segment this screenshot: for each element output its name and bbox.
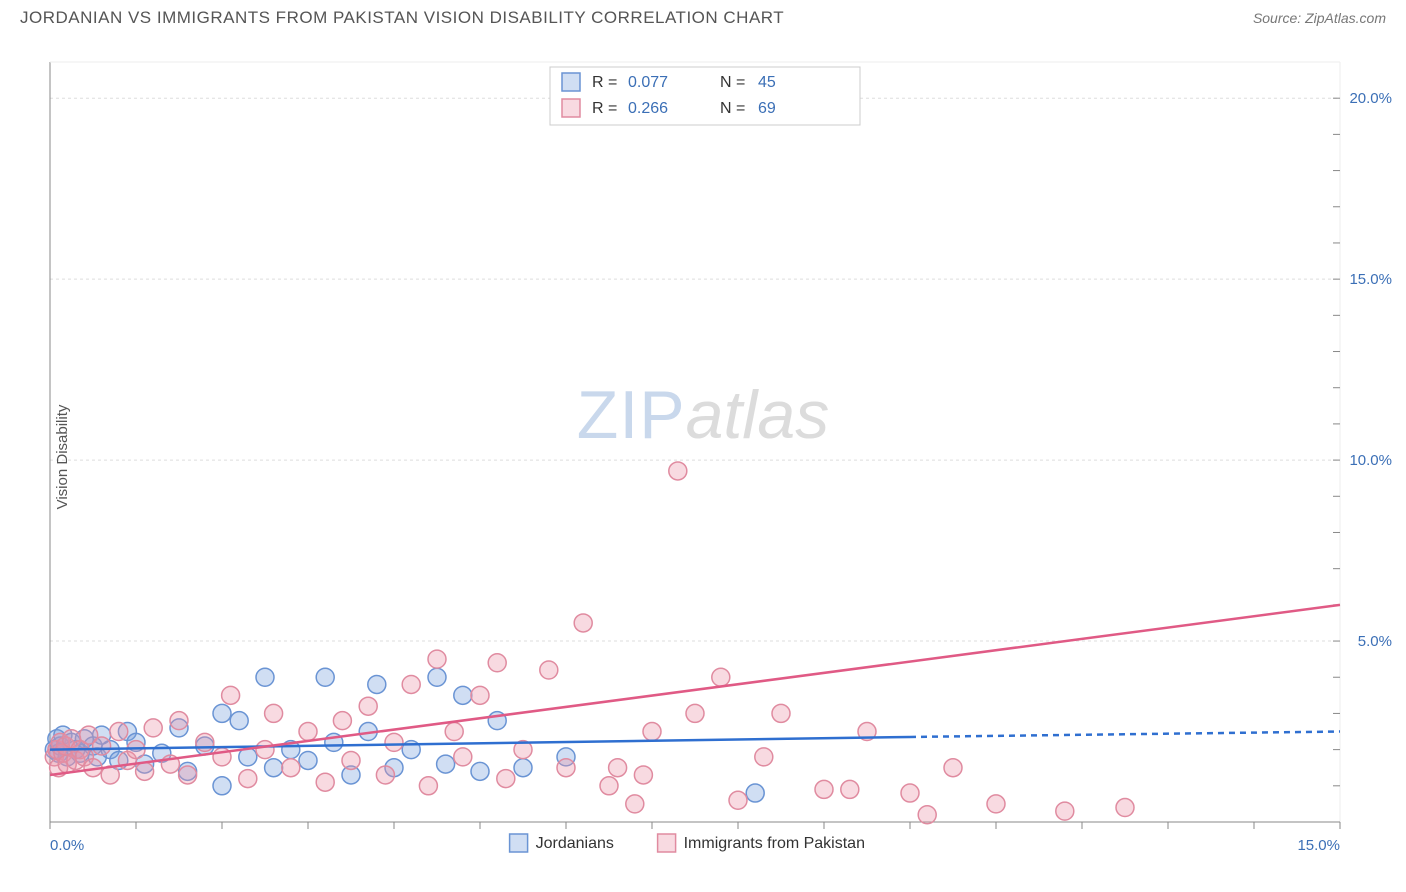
data-point: [299, 751, 317, 769]
data-point: [265, 704, 283, 722]
y-tick-label: 20.0%: [1349, 90, 1392, 107]
data-point: [514, 759, 532, 777]
data-point: [230, 712, 248, 730]
data-point: [1056, 802, 1074, 820]
data-point: [402, 675, 420, 693]
data-point: [471, 762, 489, 780]
data-point: [600, 777, 618, 795]
data-point: [239, 770, 257, 788]
x-tick-label: 15.0%: [1297, 837, 1340, 854]
data-point: [643, 723, 661, 741]
data-point: [626, 795, 644, 813]
data-point: [256, 741, 274, 759]
data-point: [557, 759, 575, 777]
data-point: [170, 712, 188, 730]
legend-label: Jordanians: [536, 835, 614, 852]
data-point: [445, 723, 463, 741]
data-point: [265, 759, 283, 777]
legend-label: Immigrants from Pakistan: [684, 835, 865, 852]
data-point: [368, 675, 386, 693]
data-point: [385, 733, 403, 751]
stats-n-value: 69: [758, 100, 776, 117]
data-point: [93, 737, 111, 755]
data-point: [772, 704, 790, 722]
data-point: [179, 766, 197, 784]
data-point: [634, 766, 652, 784]
title-bar: JORDANIAN VS IMMIGRANTS FROM PAKISTAN VI…: [0, 0, 1406, 32]
data-point: [110, 723, 128, 741]
data-point: [901, 784, 919, 802]
legend: Jordanians Immigrants from Pakistan: [510, 834, 865, 852]
data-point: [282, 759, 300, 777]
data-point: [213, 704, 231, 722]
data-point: [815, 780, 833, 798]
data-point: [437, 755, 455, 773]
data-point: [918, 806, 936, 824]
stats-r-label: R =: [592, 74, 617, 91]
data-point: [497, 770, 515, 788]
data-point: [316, 773, 334, 791]
data-point: [755, 748, 773, 766]
trend-line-dashed: [910, 732, 1340, 737]
data-point: [299, 723, 317, 741]
data-point: [213, 777, 231, 795]
data-point: [987, 795, 1005, 813]
data-point: [454, 686, 472, 704]
stats-n-label: N =: [720, 74, 745, 91]
data-point: [342, 751, 360, 769]
data-point: [729, 791, 747, 809]
data-point: [609, 759, 627, 777]
trend-line: [50, 737, 910, 750]
data-point: [712, 668, 730, 686]
data-point: [488, 654, 506, 672]
scatter-chart: 0.0% 15.0% 5.0% 10.0% 15.0% 20.0% R = 0.077 N = 4…: [0, 32, 1406, 882]
data-point: [333, 712, 351, 730]
data-point: [841, 780, 859, 798]
stats-r-label: R =: [592, 100, 617, 117]
y-tick-label: 15.0%: [1349, 271, 1392, 288]
data-point: [540, 661, 558, 679]
data-point: [669, 462, 687, 480]
data-point: [1116, 799, 1134, 817]
y-tick-label: 5.0%: [1358, 633, 1392, 650]
legend-swatch: [510, 834, 528, 852]
data-point: [471, 686, 489, 704]
stats-r-value: 0.266: [628, 100, 668, 117]
data-point: [944, 759, 962, 777]
stats-swatch: [562, 99, 580, 117]
data-point: [686, 704, 704, 722]
y-tick-label: 10.0%: [1349, 452, 1392, 469]
data-point: [144, 719, 162, 737]
stats-swatch: [562, 73, 580, 91]
data-point: [428, 650, 446, 668]
chart-title: JORDANIAN VS IMMIGRANTS FROM PAKISTAN VI…: [20, 8, 784, 28]
data-point: [136, 762, 154, 780]
stats-r-value: 0.077: [628, 74, 668, 91]
data-point: [316, 668, 334, 686]
data-point: [222, 686, 240, 704]
y-axis-label: Vision Disability: [54, 405, 71, 510]
data-point: [428, 668, 446, 686]
chart-area: Vision Disability ZIPatlas 0.0%15.0%5.0%…: [0, 32, 1406, 882]
trend-line: [50, 605, 1340, 775]
source-label: Source: ZipAtlas.com: [1253, 10, 1386, 26]
data-point: [419, 777, 437, 795]
data-point: [376, 766, 394, 784]
stats-n-value: 45: [758, 74, 776, 91]
x-tick-label: 0.0%: [50, 837, 84, 854]
data-point: [454, 748, 472, 766]
data-point: [256, 668, 274, 686]
data-point: [574, 614, 592, 632]
data-point: [359, 697, 377, 715]
stats-n-label: N =: [720, 100, 745, 117]
legend-swatch: [658, 834, 676, 852]
data-point: [746, 784, 764, 802]
